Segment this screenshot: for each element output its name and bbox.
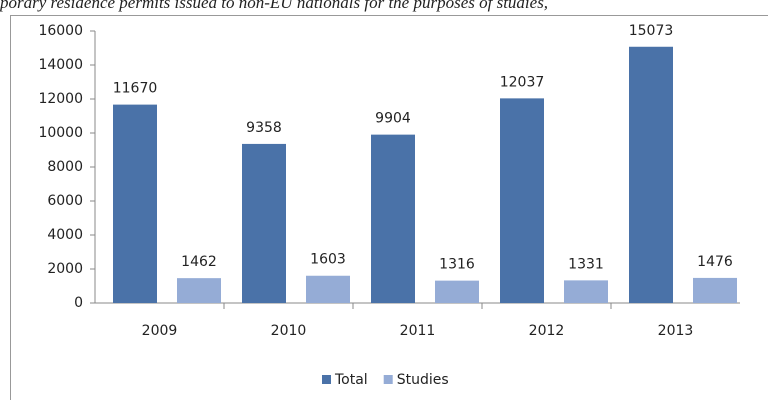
bar <box>242 144 286 303</box>
legend-swatch <box>322 375 331 384</box>
y-tick-label: 4000 <box>47 227 83 243</box>
value-label: 15073 <box>629 23 674 39</box>
bar <box>113 105 157 303</box>
caption: porary residence permits issued to non-E… <box>0 0 548 12</box>
bar <box>564 280 608 303</box>
y-tick-label: 14000 <box>38 57 83 73</box>
y-tick-label: 6000 <box>47 193 83 209</box>
value-label: 1316 <box>439 257 475 273</box>
value-label: 11670 <box>113 81 158 97</box>
y-tick-label: 0 <box>74 295 83 311</box>
value-label: 1476 <box>697 254 733 270</box>
y-tick-label: 12000 <box>38 91 83 107</box>
bar <box>306 276 350 303</box>
y-tick-label: 8000 <box>47 159 83 175</box>
x-tick-label: 2013 <box>658 323 694 339</box>
y-tick-label: 16000 <box>38 23 83 39</box>
x-tick-label: 2009 <box>142 323 178 339</box>
x-tick-label: 2010 <box>271 323 307 339</box>
legend-label: Studies <box>397 372 449 388</box>
legend-swatch <box>384 375 393 384</box>
x-tick-label: 2012 <box>529 323 565 339</box>
bar <box>177 278 221 303</box>
bar <box>500 98 544 303</box>
value-label: 1603 <box>310 252 346 268</box>
bar <box>371 135 415 303</box>
y-tick-label: 10000 <box>38 125 83 141</box>
value-label: 9904 <box>375 111 411 127</box>
value-label: 9358 <box>246 120 282 136</box>
x-tick-label: 2011 <box>400 323 436 339</box>
value-label: 12037 <box>500 74 545 90</box>
bar <box>693 278 737 303</box>
bar <box>435 281 479 303</box>
y-tick-label: 2000 <box>47 261 83 277</box>
bar <box>629 47 673 303</box>
value-label: 1462 <box>181 254 217 270</box>
legend-label: Total <box>334 372 368 388</box>
value-label: 1331 <box>568 256 604 272</box>
